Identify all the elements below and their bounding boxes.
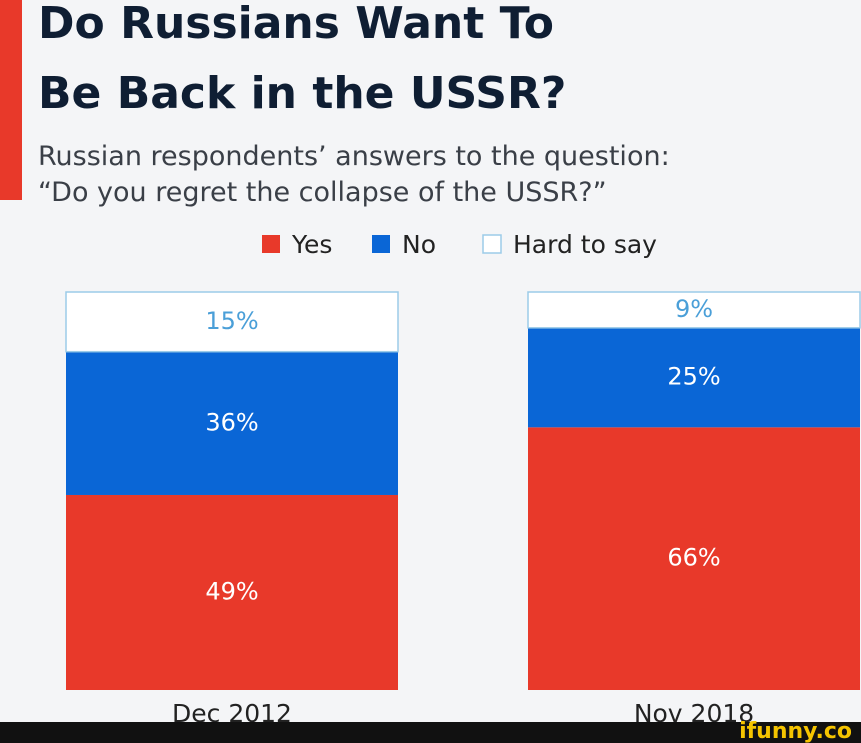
chart-subtitle: Russian respondents’ answers to the ques… <box>38 141 670 172</box>
bar-segment <box>528 327 860 428</box>
bar-segment <box>528 427 860 690</box>
watermark: ifunny.co <box>739 719 852 743</box>
value-label: 36% <box>205 408 258 436</box>
value-label: 49% <box>205 577 258 605</box>
legend-swatch <box>482 234 502 254</box>
watermark-band <box>0 722 861 743</box>
chart-title: Do Russians Want To <box>38 0 554 49</box>
bar-segment <box>66 494 398 690</box>
value-label: 66% <box>667 544 720 572</box>
legend-label: Yes <box>291 230 332 259</box>
legend-swatch <box>262 235 280 253</box>
chart-subtitle: “Do you regret the collapse of the USSR?… <box>38 177 607 208</box>
legend-label: No <box>402 230 436 259</box>
value-label: 15% <box>205 307 258 335</box>
value-label: 9% <box>675 295 713 323</box>
legend-label: Hard to say <box>513 230 657 259</box>
chart-title: Be Back in the USSR? <box>38 68 566 119</box>
value-label: 25% <box>667 363 720 391</box>
bar-segment <box>527 291 861 329</box>
bar-segment <box>66 351 398 495</box>
bar-segment <box>65 291 399 353</box>
accent-bar <box>0 0 22 200</box>
legend-swatch <box>372 235 390 253</box>
